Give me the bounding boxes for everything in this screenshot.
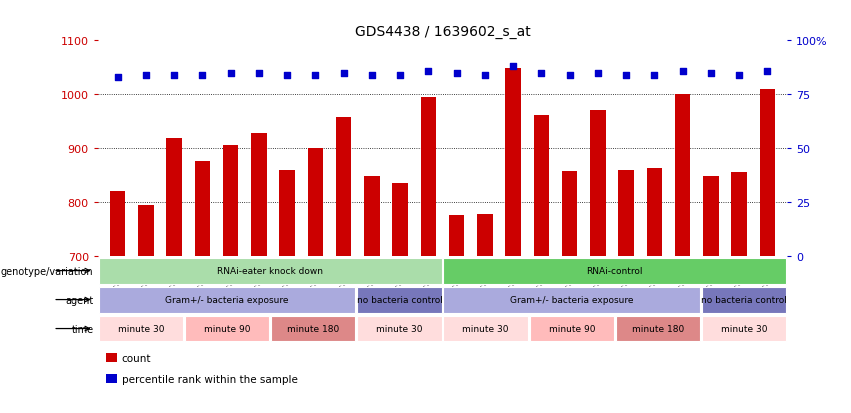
Text: minute 180: minute 180 [287,324,340,333]
Point [168,72,181,79]
Point [620,72,633,79]
Bar [619,170,634,256]
Bar [590,111,606,256]
Point [478,72,492,79]
Point [111,74,124,81]
Text: minute 30: minute 30 [117,324,164,333]
Bar [364,177,380,256]
Text: minute 30: minute 30 [721,324,768,333]
Point [224,70,237,77]
Point [676,68,689,75]
Text: minute 90: minute 90 [549,324,595,333]
Text: minute 180: minute 180 [631,324,684,333]
Text: percentile rank within the sample: percentile rank within the sample [122,374,298,384]
Bar [271,316,356,342]
Bar [357,316,442,342]
Bar [562,171,578,256]
Title: GDS4438 / 1639602_s_at: GDS4438 / 1639602_s_at [355,25,530,39]
Text: agent: agent [66,295,94,305]
Bar [357,287,442,313]
Bar [185,316,269,342]
Point [309,72,323,79]
Bar [167,139,182,256]
Bar [251,134,266,256]
Point [421,68,435,75]
Point [139,72,152,79]
Point [704,70,717,77]
Bar [195,162,210,256]
Point [506,64,520,70]
Bar [477,214,493,256]
Text: Gram+/- bacteria exposure: Gram+/- bacteria exposure [510,295,633,304]
Bar [647,169,662,256]
Bar [703,177,718,256]
Bar [110,192,125,256]
Bar [616,316,700,342]
Point [196,72,209,79]
Bar [99,316,183,342]
Point [761,68,774,75]
Text: no bacteria control: no bacteria control [701,295,787,304]
Text: count: count [122,353,151,363]
Bar [336,118,351,256]
Bar [443,316,528,342]
Point [563,72,576,79]
Bar [99,258,442,284]
Text: Gram+/- bacteria exposure: Gram+/- bacteria exposure [165,295,288,304]
Point [337,70,351,77]
Text: time: time [71,324,94,334]
Point [733,72,746,79]
Bar [138,205,154,256]
Bar [443,258,786,284]
Point [648,72,661,79]
Point [534,70,548,77]
Point [393,72,407,79]
Point [280,72,294,79]
Text: RNAi-control: RNAi-control [586,266,643,275]
Point [591,70,605,77]
Bar [702,287,786,313]
Bar [731,173,747,256]
Point [365,72,379,79]
Text: no bacteria control: no bacteria control [357,295,443,304]
Text: genotype/variation: genotype/variation [1,266,94,276]
Bar [534,115,549,256]
Bar [448,216,465,256]
Text: minute 30: minute 30 [462,324,509,333]
Bar [443,287,700,313]
Bar [702,316,786,342]
Bar [529,316,614,342]
Bar [279,170,295,256]
Text: minute 30: minute 30 [376,324,423,333]
Bar [760,90,775,256]
Bar [392,183,408,256]
Bar [223,146,238,256]
Text: RNAi-eater knock down: RNAi-eater knock down [217,266,323,275]
Bar [420,97,437,256]
Bar [505,69,521,256]
Point [252,70,266,77]
Bar [99,287,356,313]
Text: minute 90: minute 90 [204,324,250,333]
Bar [307,149,323,256]
Bar [675,95,690,256]
Point [450,70,464,77]
